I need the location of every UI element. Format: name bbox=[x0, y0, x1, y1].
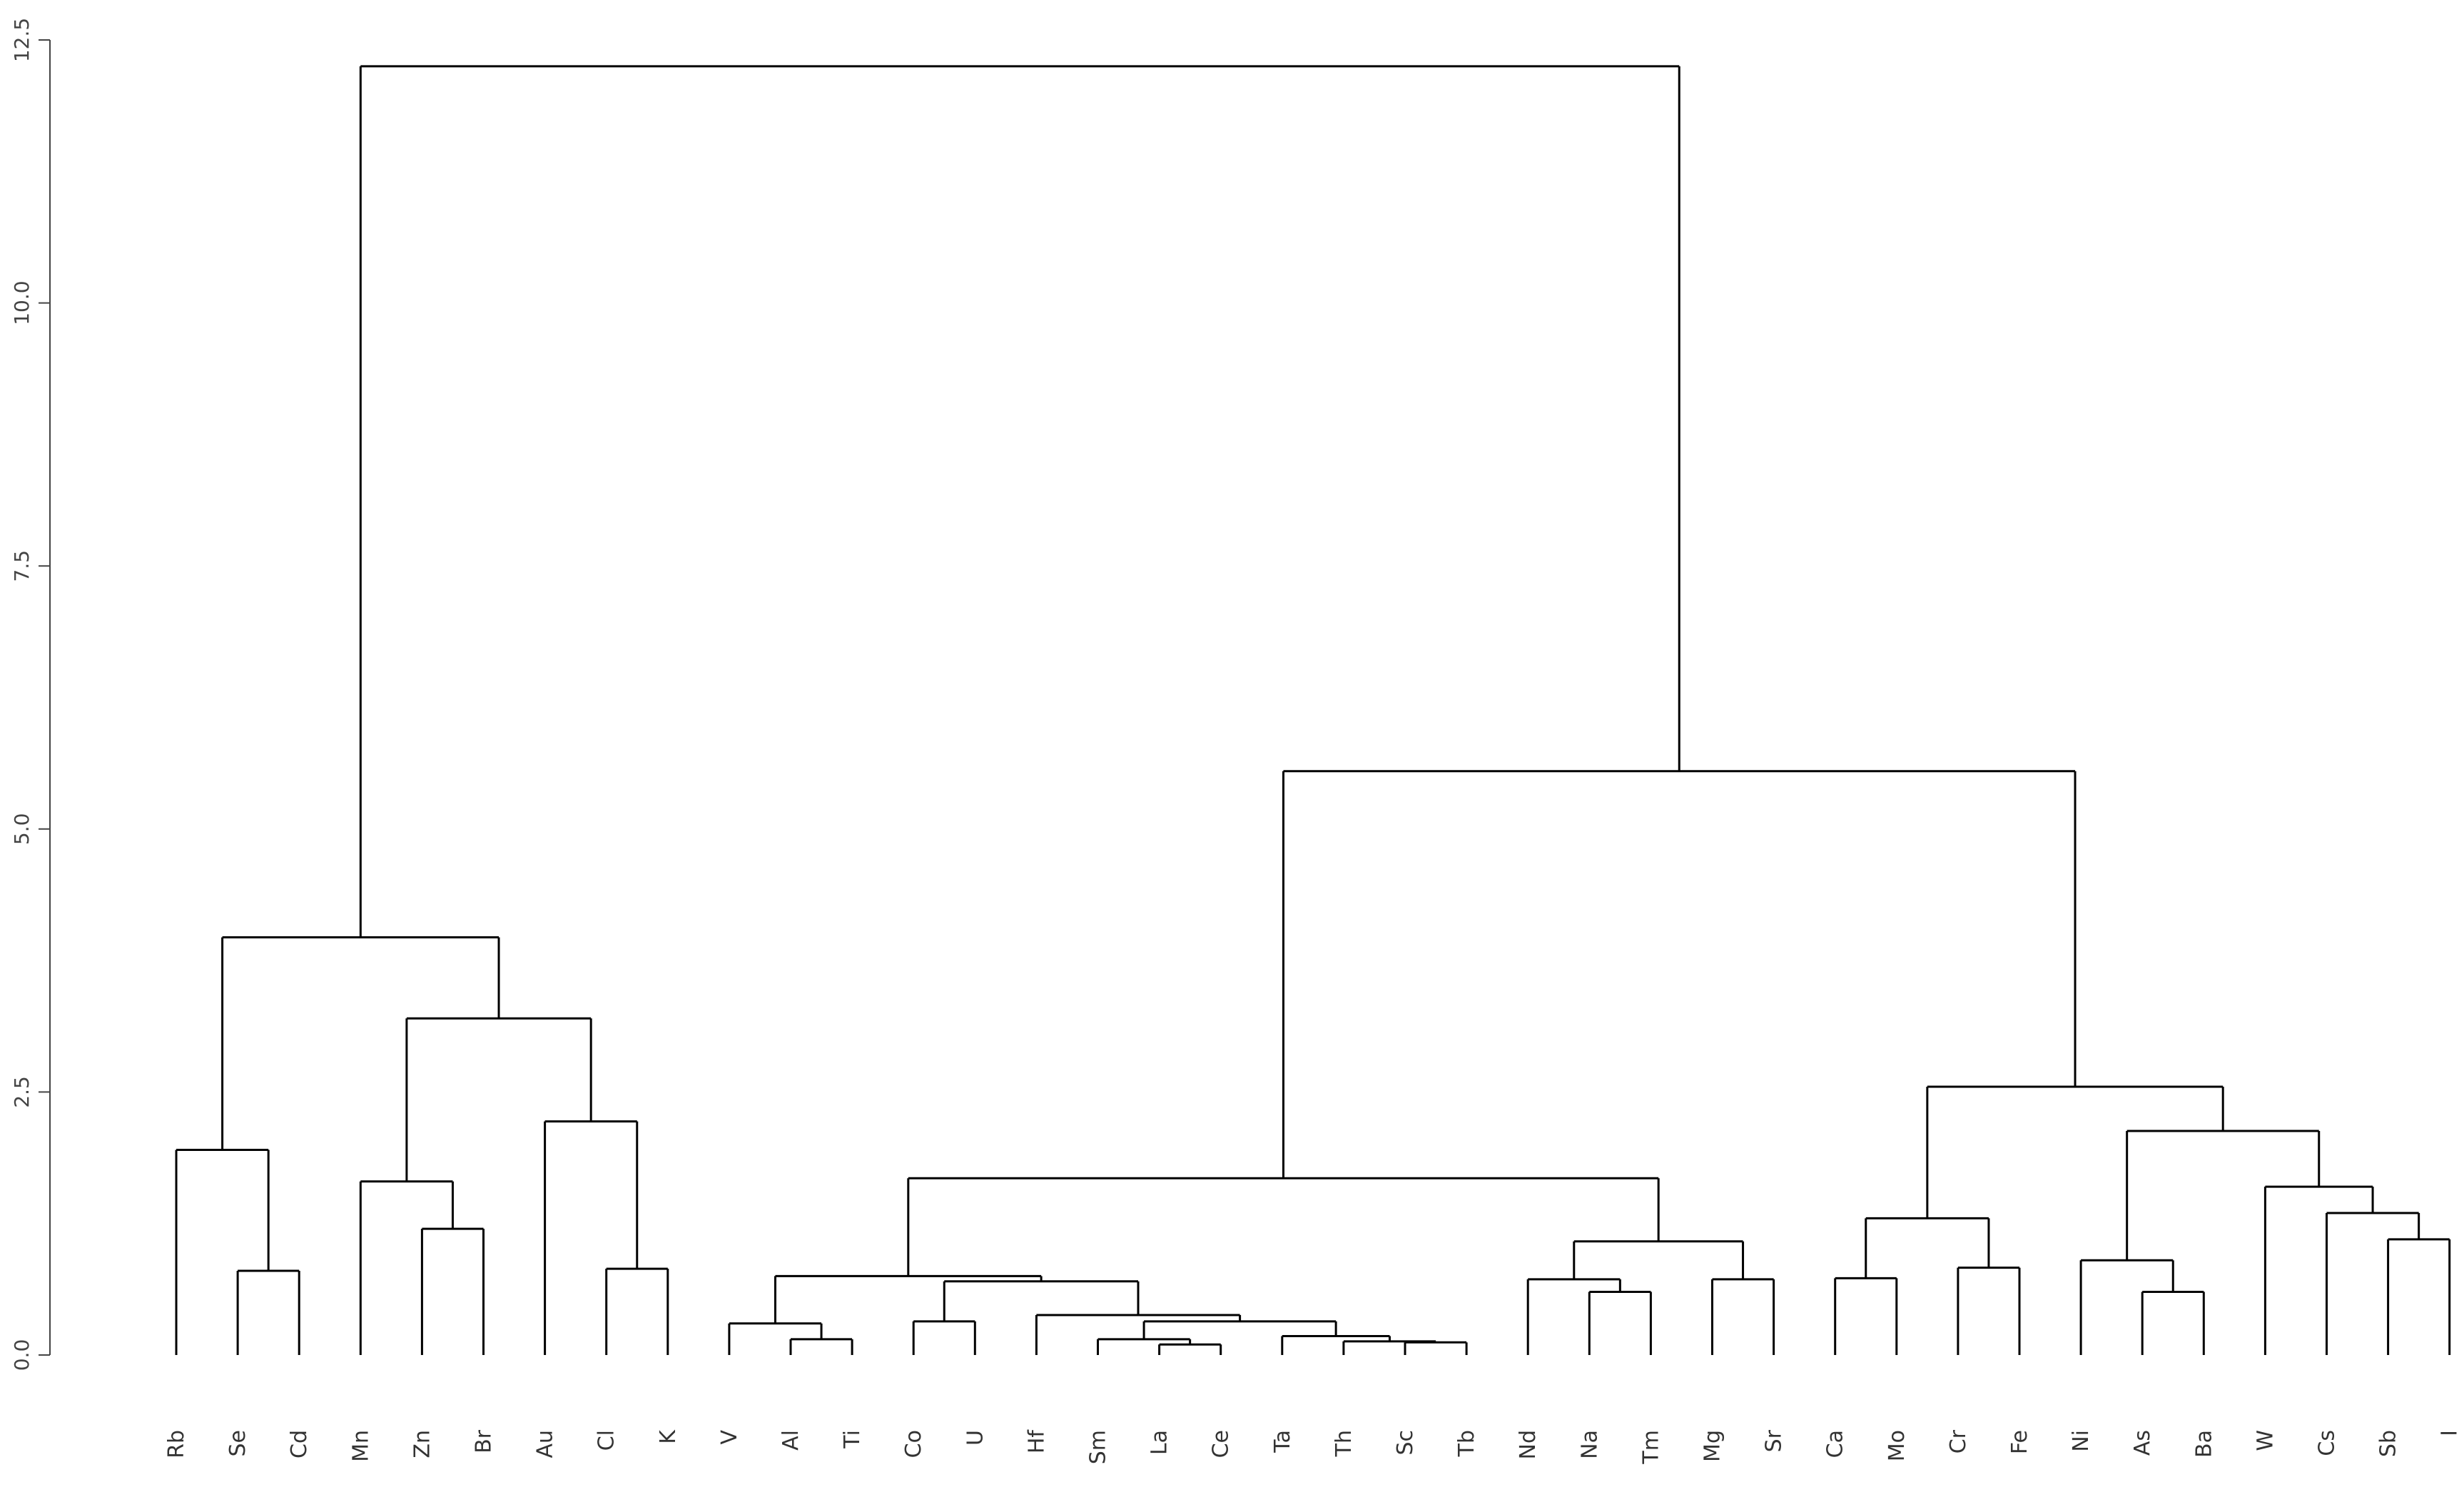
leaf-label: Au bbox=[533, 1430, 558, 1458]
leaf-label: La bbox=[1147, 1430, 1172, 1455]
leaf-label: Se bbox=[225, 1430, 250, 1457]
leaf-label: Ni bbox=[2069, 1430, 2094, 1452]
leaf-label: U bbox=[963, 1430, 988, 1446]
leaf-label: Hf bbox=[1024, 1429, 1049, 1454]
leaf-label: Nd bbox=[1516, 1430, 1541, 1459]
leaf-label: Co bbox=[901, 1430, 926, 1458]
leaf-label: Ce bbox=[1209, 1430, 1234, 1458]
dendrogram-links bbox=[175, 65, 2451, 1355]
leaf-label: Br bbox=[472, 1429, 497, 1453]
leaf-label: I bbox=[2438, 1430, 2463, 1436]
leaf-label: Mn bbox=[348, 1430, 373, 1462]
leaf-label: Cl bbox=[594, 1430, 619, 1451]
y-tick-label: 7.5 bbox=[10, 550, 34, 582]
leaf-label: Cr bbox=[1946, 1429, 1971, 1453]
leaf-label: Fe bbox=[2007, 1430, 2032, 1454]
y-axis: 0.0 2.5 5.0 7.5 10.0 12.5 bbox=[10, 18, 51, 1371]
leaf-label: Ba bbox=[2191, 1430, 2216, 1458]
leaf-label: Sc bbox=[1393, 1430, 1418, 1456]
leaf-label: K bbox=[656, 1429, 681, 1444]
leaf-label: Tb bbox=[1454, 1430, 1479, 1457]
leaf-label: As bbox=[2130, 1430, 2155, 1456]
leaf-label: V bbox=[717, 1430, 742, 1445]
leaf-label: Rb bbox=[164, 1430, 189, 1458]
leaf-label: Mg bbox=[1700, 1430, 1725, 1462]
y-tick-label: 10.0 bbox=[10, 280, 34, 325]
leaf-label: Zn bbox=[410, 1430, 435, 1458]
leaf-label: Na bbox=[1577, 1430, 1602, 1459]
leaf-label: Sr bbox=[1762, 1429, 1787, 1452]
leaf-label: Mo bbox=[1885, 1430, 1910, 1461]
leaf-label: W bbox=[2253, 1430, 2278, 1451]
leaf-label: Cs bbox=[2315, 1430, 2340, 1456]
y-tick-label: 12.5 bbox=[10, 18, 34, 62]
leaf-label: Cd bbox=[287, 1430, 312, 1458]
leaf-label: Sb bbox=[2376, 1430, 2401, 1457]
leaf-label: Al bbox=[779, 1430, 803, 1451]
y-tick-label: 0.0 bbox=[10, 1339, 34, 1371]
leaf-label: Sm bbox=[1086, 1430, 1111, 1464]
y-tick-label: 5.0 bbox=[10, 813, 34, 846]
leaf-label: Tm bbox=[1638, 1430, 1663, 1465]
leaf-label: Ta bbox=[1270, 1430, 1295, 1453]
leaf-label: Th bbox=[1332, 1430, 1357, 1457]
y-tick-label: 2.5 bbox=[10, 1076, 34, 1108]
leaf-labels: Rb Se Cd Mn Zn Br Au Cl K V Al Ti Co U Hf Sm La Ce Ta Th Sc T… bbox=[164, 1429, 2463, 1465]
leaf-label: Ti bbox=[840, 1430, 865, 1449]
leaf-label: Ca bbox=[1823, 1430, 1848, 1458]
